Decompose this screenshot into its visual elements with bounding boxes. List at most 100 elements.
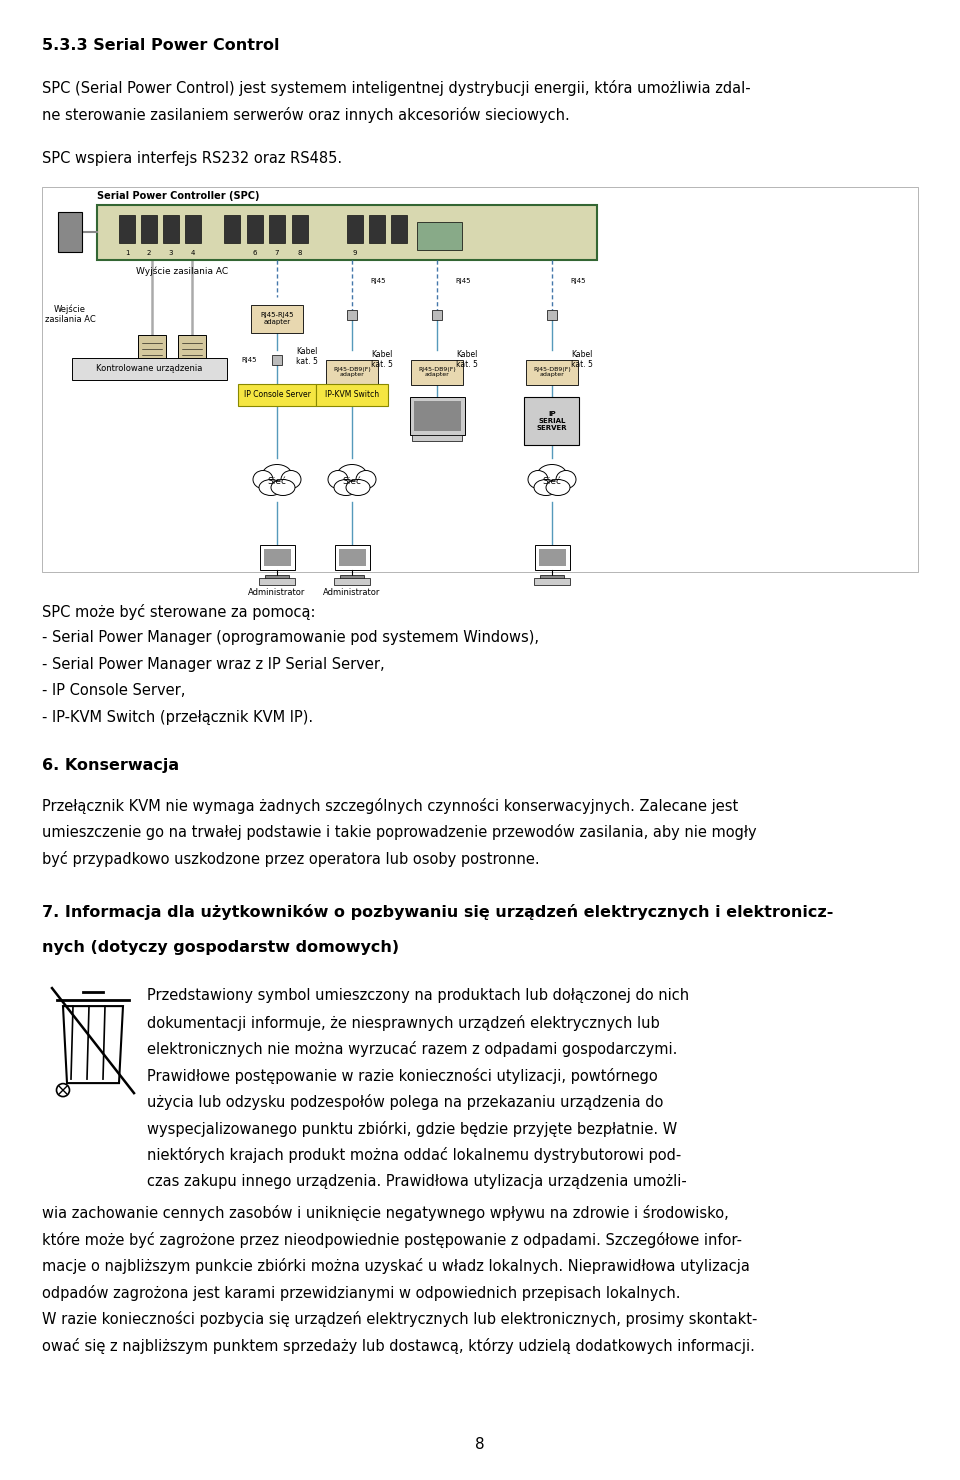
- Bar: [238, 383, 316, 406]
- Text: IP
SERIAL
SERVER: IP SERIAL SERVER: [537, 410, 567, 431]
- Text: RJ45: RJ45: [241, 357, 256, 363]
- Bar: [539, 549, 565, 565]
- Bar: [340, 574, 364, 579]
- Ellipse shape: [281, 471, 301, 488]
- Text: użycia lub odzysku podzespołów polega na przekazaniu urządzenia do: użycia lub odzysku podzespołów polega na…: [147, 1094, 663, 1110]
- Bar: [547, 309, 557, 320]
- Ellipse shape: [546, 480, 570, 496]
- Text: RJ45-DB9(F)
adapter: RJ45-DB9(F) adapter: [533, 367, 571, 377]
- Text: RJ45: RJ45: [455, 278, 470, 284]
- Text: Administrator: Administrator: [249, 588, 305, 596]
- Ellipse shape: [57, 1083, 69, 1097]
- Ellipse shape: [528, 471, 548, 488]
- Bar: [259, 545, 295, 570]
- Text: 8: 8: [475, 1437, 485, 1452]
- Text: 7. Informacja dla użytkowników o pozbywaniu się urządzeń elektrycznych i elektro: 7. Informacja dla użytkowników o pozbywa…: [42, 904, 833, 921]
- Bar: [369, 215, 385, 243]
- Bar: [534, 577, 570, 585]
- Text: - Serial Power Manager (oprogramowanie pod systemem Windows),: - Serial Power Manager (oprogramowanie p…: [42, 630, 539, 645]
- Bar: [339, 549, 366, 565]
- Text: Serial Power Controller (SPC): Serial Power Controller (SPC): [97, 191, 259, 200]
- Text: Wyjście zasilania AC: Wyjście zasilania AC: [136, 266, 228, 275]
- Ellipse shape: [356, 471, 376, 488]
- Bar: [163, 215, 179, 243]
- Bar: [524, 397, 580, 444]
- Ellipse shape: [334, 480, 358, 496]
- Bar: [540, 574, 564, 579]
- Text: Kontrolowane urządzenia: Kontrolowane urządzenia: [96, 364, 203, 373]
- Bar: [411, 360, 463, 385]
- Text: - IP-KVM Switch (przełącznik KVM IP).: - IP-KVM Switch (przełącznik KVM IP).: [42, 709, 313, 725]
- Text: SPC może być sterowane za pomocą:: SPC może być sterowane za pomocą:: [42, 604, 316, 620]
- Text: Wejście
zasilania AC: Wejście zasilania AC: [44, 305, 95, 324]
- Bar: [432, 309, 442, 320]
- Text: Kabel
kat. 5: Kabel kat. 5: [456, 349, 478, 369]
- Bar: [292, 215, 308, 243]
- Text: RJ45-DB9(F)
adapter: RJ45-DB9(F) adapter: [419, 367, 456, 377]
- Text: Kabel
kat. 5: Kabel kat. 5: [296, 346, 318, 366]
- Ellipse shape: [346, 480, 370, 496]
- Text: 8: 8: [298, 250, 302, 256]
- Text: Kabel
kat. 5: Kabel kat. 5: [571, 349, 593, 369]
- Bar: [119, 215, 135, 243]
- Text: RJ45-RJ45
adapter: RJ45-RJ45 adapter: [260, 312, 294, 326]
- Bar: [412, 435, 462, 441]
- Bar: [526, 360, 578, 385]
- Bar: [138, 334, 166, 363]
- Ellipse shape: [253, 471, 273, 488]
- Bar: [58, 212, 82, 252]
- Polygon shape: [63, 1006, 123, 1083]
- Bar: [316, 383, 388, 406]
- Bar: [251, 305, 303, 333]
- Text: 6: 6: [252, 250, 257, 256]
- Text: W razie konieczności pozbycia się urządzeń elektrycznych lub elektronicznych, pr: W razie konieczności pozbycia się urządz…: [42, 1311, 757, 1328]
- Ellipse shape: [534, 480, 558, 496]
- Text: Przełącznik KVM nie wymaga żadnych szczególnych czynności konserwacyjnych. Zalec: Przełącznik KVM nie wymaga żadnych szcze…: [42, 798, 738, 814]
- Bar: [535, 545, 569, 570]
- Bar: [185, 215, 201, 243]
- Text: być przypadkowo uszkodzone przez operatora lub osoby postronne.: być przypadkowo uszkodzone przez operato…: [42, 851, 540, 867]
- Text: umieszczenie go na trwałej podstawie i takie poprowadzenie przewodów zasilania, : umieszczenie go na trwałej podstawie i t…: [42, 824, 756, 841]
- Text: Sieć: Sieć: [343, 477, 362, 485]
- Text: 7: 7: [275, 250, 279, 256]
- Ellipse shape: [262, 465, 292, 487]
- Text: 9: 9: [352, 250, 357, 256]
- Bar: [272, 355, 282, 364]
- Text: IP-KVM Switch: IP-KVM Switch: [324, 391, 379, 400]
- Bar: [42, 186, 918, 571]
- Ellipse shape: [259, 480, 283, 496]
- Ellipse shape: [328, 471, 348, 488]
- Bar: [326, 360, 378, 385]
- Text: 6. Konserwacja: 6. Konserwacja: [42, 758, 180, 773]
- Text: SPC (Serial Power Control) jest systemem inteligentnej dystrybucji energii, któr: SPC (Serial Power Control) jest systemem…: [42, 80, 751, 96]
- Text: - IP Console Server,: - IP Console Server,: [42, 682, 185, 699]
- Text: 4: 4: [191, 250, 195, 256]
- Text: Prawidłowe postępowanie w razie konieczności utylizacji, powtórnego: Prawidłowe postępowanie w razie konieczn…: [147, 1067, 658, 1083]
- Text: 3: 3: [169, 250, 173, 256]
- Ellipse shape: [271, 480, 295, 496]
- Text: RJ45: RJ45: [570, 278, 586, 284]
- Bar: [224, 215, 240, 243]
- Text: Sieć: Sieć: [542, 477, 562, 485]
- Bar: [334, 577, 370, 585]
- Text: RJ45: RJ45: [370, 278, 386, 284]
- Bar: [259, 577, 295, 585]
- Text: elektronicznych nie można wyrzucać razem z odpadami gospodarczymi.: elektronicznych nie można wyrzucać razem…: [147, 1040, 678, 1057]
- Text: dokumentacji informuje, że niesprawnych urządzeń elektrycznych lub: dokumentacji informuje, że niesprawnych …: [147, 1015, 660, 1030]
- Bar: [97, 204, 597, 259]
- Text: Administrator: Administrator: [324, 588, 381, 596]
- Text: Przedstawiony symbol umieszczony na produktach lub dołączonej do nich: Przedstawiony symbol umieszczony na prod…: [147, 989, 689, 1003]
- Bar: [247, 215, 263, 243]
- Ellipse shape: [537, 465, 567, 487]
- Ellipse shape: [556, 471, 576, 488]
- Text: SPC wspiera interfejs RS232 oraz RS485.: SPC wspiera interfejs RS232 oraz RS485.: [42, 151, 342, 166]
- Bar: [265, 574, 289, 579]
- Bar: [178, 334, 206, 363]
- Text: wyspecjalizowanego punktu zbiórki, gdzie będzie przyjęte bezpłatnie. W: wyspecjalizowanego punktu zbiórki, gdzie…: [147, 1120, 677, 1137]
- Text: odpadów zagrożona jest karami przewidzianymi w odpowiednich przepisach lokalnych: odpadów zagrożona jest karami przewidzia…: [42, 1285, 681, 1301]
- Text: - Serial Power Manager wraz z IP Serial Server,: - Serial Power Manager wraz z IP Serial …: [42, 657, 385, 672]
- Bar: [347, 309, 357, 320]
- Text: Sieć: Sieć: [268, 477, 286, 485]
- Text: RJ45-DB9(F)
adapter: RJ45-DB9(F) adapter: [333, 367, 371, 377]
- Text: Kabel
kat. 5: Kabel kat. 5: [372, 349, 393, 369]
